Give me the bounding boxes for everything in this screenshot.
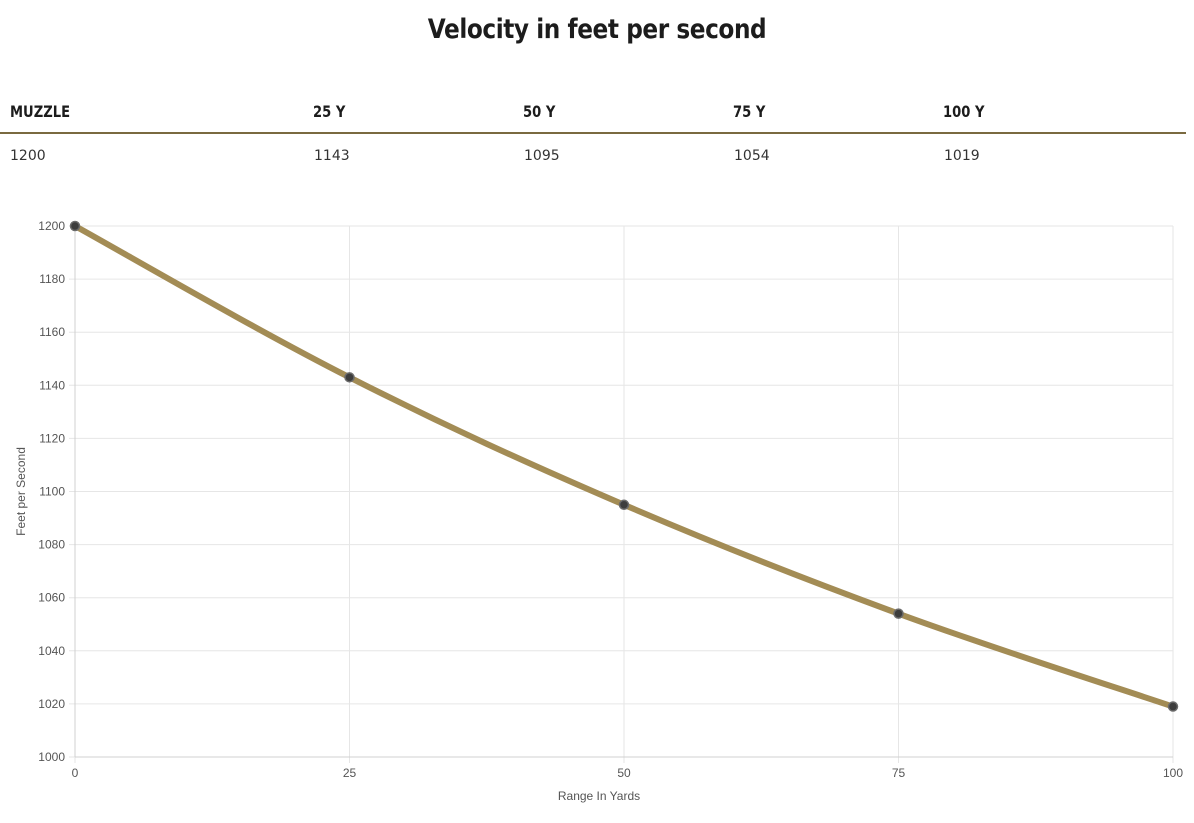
- data-point: [69, 220, 81, 232]
- header-50y: 50 Y: [523, 102, 556, 121]
- data-point: [893, 608, 904, 619]
- value-muzzle: 1200: [10, 148, 46, 164]
- y-axis-title: Feet per Second: [14, 447, 28, 536]
- y-tick-label: 1100: [39, 485, 65, 499]
- x-axis-title: Range In Yards: [558, 789, 640, 803]
- data-point: [1167, 701, 1179, 712]
- value-100y: 1019: [944, 148, 980, 164]
- y-tick-label: 1060: [38, 591, 65, 605]
- y-tick-label: 1040: [38, 644, 65, 658]
- y-tick-label: 1000: [38, 750, 65, 764]
- x-tick-label: 100: [1163, 766, 1183, 780]
- x-tick-label: 75: [892, 766, 906, 780]
- header-25y: 25 Y: [313, 102, 346, 121]
- y-tick-label: 1140: [39, 378, 65, 392]
- y-tick-label: 1160: [39, 325, 65, 339]
- value-25y: 1143: [314, 148, 350, 164]
- data-point: [618, 499, 630, 511]
- header-muzzle: MUZZLE: [10, 102, 71, 121]
- x-tick-label: 50: [617, 766, 631, 780]
- y-tick-label: 1120: [39, 431, 65, 445]
- velocity-table-row: 1200 1143 1095 1054 1019: [0, 148, 1186, 168]
- header-75y: 75 Y: [733, 102, 766, 121]
- x-tick-label: 0: [72, 766, 79, 780]
- data-point: [344, 372, 355, 383]
- chart-title: Velocity in feet per second: [427, 14, 767, 45]
- y-tick-label: 1200: [38, 219, 65, 233]
- value-75y: 1054: [734, 148, 770, 164]
- y-tick-label: 1020: [38, 697, 65, 711]
- value-50y: 1095: [524, 148, 560, 164]
- y-tick-label: 1080: [38, 538, 65, 552]
- x-tick-label: 25: [343, 766, 357, 780]
- velocity-table-header: MUZZLE 25 Y 50 Y 75 Y 100 Y: [0, 102, 1186, 134]
- velocity-line-chart: 1000 1020 1040 1060 1080 1100 1120 1140 1160 1180…: [0, 200, 1194, 818]
- chart-svg: 1000102010401060108011001120114011601180…: [14, 219, 1183, 803]
- y-tick-label: 1180: [39, 272, 65, 286]
- header-100y: 100 Y: [943, 102, 985, 121]
